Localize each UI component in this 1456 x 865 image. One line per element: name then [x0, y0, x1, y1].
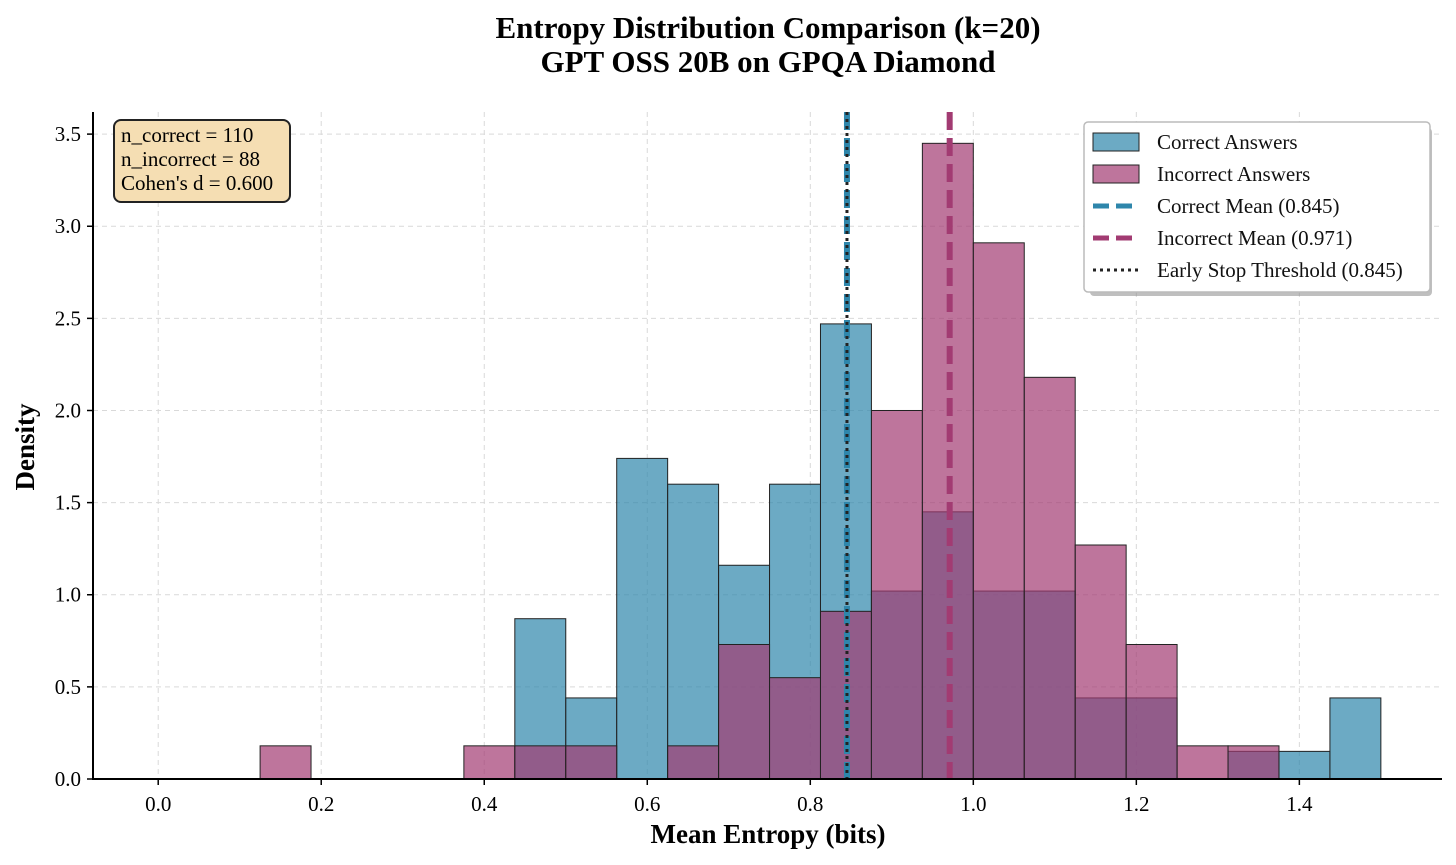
correct-bar-3 [667, 483, 720, 780]
y-tick-label-2: 1.0 [55, 583, 81, 607]
legend-frame [1083, 121, 1431, 293]
legend-item-1: Incorrect Answers [1092, 162, 1310, 186]
legend-label-3: Incorrect Mean (0.971) [1157, 226, 1352, 250]
y-tick-label-5: 2.5 [55, 306, 81, 330]
y-tick-label-4: 2.0 [55, 398, 81, 422]
stats-n-incorrect: n_incorrect = 88 [121, 147, 260, 171]
legend-items: Correct Answers Incorrect Answers Correct … [1092, 130, 1403, 282]
x-tick-label-2: 0.4 [471, 792, 498, 816]
incorrect-bar-12 [1074, 544, 1127, 780]
incorrect-bar-11 [1023, 376, 1076, 780]
stats-box: n_correct = 110 n_incorrect = 88 Cohen's… [113, 119, 291, 203]
incorrect-bar-3 [565, 745, 618, 780]
stats-cohens-d: Cohen's d = 0.600 [121, 171, 273, 195]
incorrect-bar-14 [1176, 745, 1229, 780]
legend-swatch-0 [1092, 132, 1140, 152]
incorrect-bar-5 [718, 643, 771, 780]
incorrect-bar-2 [514, 745, 567, 780]
legend-item-0: Correct Answers [1092, 130, 1298, 154]
y-tick-label-1: 0.5 [55, 675, 81, 699]
legend-label-4: Early Stop Threshold (0.845) [1157, 258, 1403, 282]
x-tick-label-7: 1.4 [1286, 792, 1313, 816]
legend-item-2: Correct Mean (0.845) [1093, 194, 1340, 218]
x-tick-label-5: 1.0 [960, 792, 986, 816]
chart-title: Entropy Distribution Comparison (k=20) [495, 10, 1040, 45]
chart-subtitle: GPT OSS 20B on GPQA Diamond [540, 44, 995, 79]
y-tick-label-3: 1.5 [55, 491, 81, 515]
correct-bar-2 [616, 457, 669, 780]
x-axis-label: Mean Entropy (bits) [650, 819, 885, 849]
legend-swatch-1 [1092, 164, 1140, 184]
y-tick-label-0: 0.0 [55, 767, 81, 791]
legend-item-3: Incorrect Mean (0.971) [1093, 226, 1352, 250]
mean-lines [843, 112, 953, 779]
correct-bar-14 [1278, 750, 1331, 780]
axes [92, 112, 1442, 780]
x-tick-label-1: 0.2 [308, 792, 334, 816]
incorrect-answers-bars [259, 142, 1280, 780]
legend: Correct Answers Incorrect Answers Correct … [1083, 121, 1432, 296]
incorrect-bar-0 [259, 745, 312, 780]
incorrect-bar-1 [463, 745, 516, 780]
x-tick-label-6: 1.2 [1123, 792, 1149, 816]
incorrect-bar-4 [667, 745, 720, 780]
stats-n-correct: n_correct = 110 [121, 123, 253, 147]
legend-label-0: Correct Answers [1157, 130, 1298, 154]
incorrect-bar-15 [1227, 745, 1280, 780]
x-tick-label-0: 0.0 [145, 792, 171, 816]
incorrect-bar-8 [870, 409, 923, 780]
correct-bar-15 [1329, 697, 1382, 780]
y-tick-label-6: 3.0 [55, 214, 81, 238]
incorrect-bar-10 [972, 242, 1025, 780]
y-axis-label: Density [10, 403, 40, 490]
legend-label-2: Correct Mean (0.845) [1157, 194, 1340, 218]
incorrect-bar-6 [769, 677, 821, 780]
legend-label-1: Incorrect Answers [1157, 162, 1310, 186]
y-tick-label-7: 3.5 [55, 122, 81, 146]
x-tick-label-3: 0.6 [634, 792, 660, 816]
incorrect-bar-13 [1125, 643, 1178, 780]
legend-item-4: Early Stop Threshold (0.845) [1093, 258, 1403, 282]
tick-labels: 0.0 0.2 0.4 0.6 0.8 1.0 1.2 1.4 0.0 0.5 1.0 1.5 2.0 2… [55, 122, 1313, 816]
stats-box-background [113, 119, 291, 203]
x-tick-label-4: 0.8 [797, 792, 823, 816]
